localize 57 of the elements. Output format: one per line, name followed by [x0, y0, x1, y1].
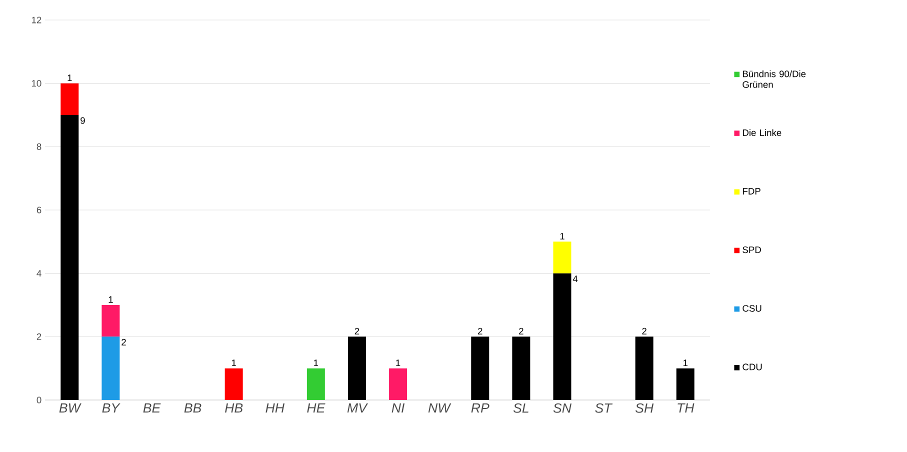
data-label: 2 [642, 328, 646, 334]
y-tick-label: 2 [36, 333, 42, 340]
bar [389, 368, 408, 400]
x-tick-label: BY [102, 403, 120, 413]
y-tick-label: 8 [36, 143, 42, 150]
x-tick-label: HE [307, 403, 326, 413]
bar [553, 273, 572, 400]
x-tick-label: BW [59, 403, 82, 413]
x-tick-label: BE [143, 403, 161, 413]
x-tick-label: RP [471, 403, 490, 413]
data-label: 1 [396, 360, 400, 366]
data-label: 4 [572, 276, 578, 282]
legend-label: SPD [742, 246, 761, 254]
data-label: 1 [108, 296, 113, 303]
y-tick-label: 10 [32, 80, 42, 87]
y-tick-label: 0 [36, 396, 42, 404]
x-tick-label: BB [184, 403, 202, 413]
bar [102, 336, 120, 400]
y-tick-label: 12 [32, 16, 42, 24]
x-tick-label: HB [224, 403, 243, 413]
bar [553, 242, 572, 274]
bar [60, 83, 79, 115]
data-label: 1 [68, 74, 72, 82]
x-tick-label: SN [553, 403, 572, 413]
data-label: 2 [519, 328, 524, 334]
data-label: 1 [314, 360, 318, 366]
x-tick-label: MV [347, 403, 368, 413]
legend-label: Die Linke [742, 129, 782, 136]
x-tick-label: HH [266, 403, 285, 413]
legend-label: CSU [742, 305, 762, 312]
bar [306, 368, 325, 400]
x-tick-label: NI [392, 403, 405, 413]
data-label: 2 [354, 328, 360, 334]
bar [512, 336, 530, 400]
bar [676, 368, 694, 400]
data-label: 2 [478, 328, 482, 334]
y-tick-label: 4 [36, 270, 42, 277]
data-label: 2 [122, 338, 126, 346]
legend-label: CDU [742, 364, 762, 370]
x-tick-label: SL [513, 403, 528, 413]
data-label: 1 [560, 232, 564, 240]
legend-label: Bündnis 90/Die Grünen [742, 70, 806, 88]
bar [224, 368, 243, 400]
x-tick-label: TH [678, 403, 694, 413]
legend-label: FDP [742, 188, 760, 194]
x-tick-label: SH [635, 403, 654, 413]
bar [471, 336, 490, 400]
bar [635, 336, 654, 400]
x-tick-label: NW [428, 403, 452, 413]
bar [348, 336, 366, 400]
data-label: 1 [683, 360, 688, 366]
bar [60, 114, 79, 400]
data-label: 1 [232, 360, 236, 366]
x-tick-label: ST [595, 403, 613, 413]
data-label: 9 [80, 117, 85, 124]
y-tick-label: 6 [36, 206, 42, 214]
bar [102, 304, 120, 337]
